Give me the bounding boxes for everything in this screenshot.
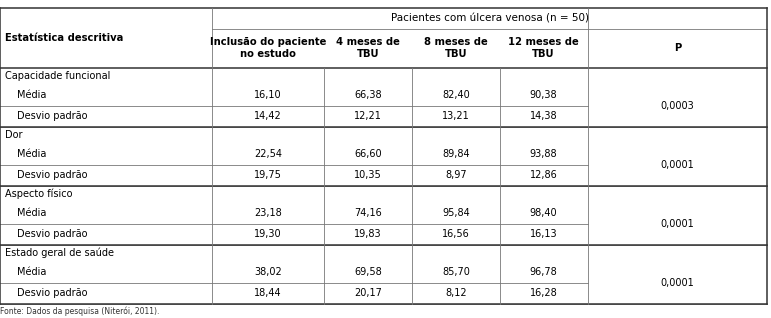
Text: 10,35: 10,35	[355, 170, 382, 180]
Text: 20,17: 20,17	[354, 288, 382, 298]
Text: 19,30: 19,30	[254, 229, 281, 239]
Text: Dor: Dor	[5, 130, 22, 140]
Text: Média: Média	[17, 149, 46, 159]
Text: 12,21: 12,21	[354, 111, 382, 121]
Text: 16,28: 16,28	[530, 288, 557, 298]
Text: 12,86: 12,86	[530, 170, 557, 180]
Text: 19,75: 19,75	[254, 170, 282, 180]
Text: P: P	[674, 43, 681, 53]
Text: 16,13: 16,13	[530, 229, 557, 239]
Text: Desvio padrão: Desvio padrão	[17, 229, 87, 239]
Text: 18,44: 18,44	[254, 288, 281, 298]
Text: 13,21: 13,21	[443, 111, 470, 121]
Text: 23,18: 23,18	[254, 208, 281, 218]
Text: 0,0001: 0,0001	[661, 219, 694, 229]
Text: 95,84: 95,84	[443, 208, 470, 218]
Text: Estado geral de saúde: Estado geral de saúde	[5, 248, 113, 259]
Text: Desvio padrão: Desvio padrão	[17, 288, 87, 298]
Text: 96,78: 96,78	[530, 267, 557, 277]
Text: Desvio padrão: Desvio padrão	[17, 111, 87, 121]
Text: 0,0003: 0,0003	[661, 101, 694, 111]
Text: Pacientes com úlcera venosa (n = 50): Pacientes com úlcera venosa (n = 50)	[391, 13, 588, 24]
Text: 66,60: 66,60	[355, 149, 382, 159]
Text: 98,40: 98,40	[530, 208, 557, 218]
Text: Média: Média	[17, 90, 46, 100]
Text: 69,58: 69,58	[355, 267, 382, 277]
Text: 66,38: 66,38	[355, 90, 382, 100]
Text: Inclusão do paciente
no estudo: Inclusão do paciente no estudo	[210, 38, 326, 59]
Text: 74,16: 74,16	[355, 208, 382, 218]
Text: Estatística descritiva: Estatística descritiva	[5, 33, 123, 43]
Text: 90,38: 90,38	[530, 90, 557, 100]
Text: 89,84: 89,84	[443, 149, 470, 159]
Text: 0,0001: 0,0001	[661, 278, 694, 288]
Text: Fonte: Dados da pesquisa (Niterói, 2011).: Fonte: Dados da pesquisa (Niterói, 2011)…	[0, 307, 160, 316]
Text: Desvio padrão: Desvio padrão	[17, 170, 87, 180]
Text: 0,0001: 0,0001	[661, 160, 694, 170]
Text: 16,10: 16,10	[254, 90, 281, 100]
Text: 19,83: 19,83	[355, 229, 382, 239]
Text: 14,38: 14,38	[530, 111, 557, 121]
Text: Aspecto físico: Aspecto físico	[5, 189, 72, 199]
Text: Média: Média	[17, 208, 46, 218]
Text: 14,42: 14,42	[254, 111, 281, 121]
Text: 12 meses de
TBU: 12 meses de TBU	[508, 38, 579, 59]
Text: 38,02: 38,02	[254, 267, 281, 277]
Text: 82,40: 82,40	[443, 90, 470, 100]
Text: 8 meses de
TBU: 8 meses de TBU	[424, 38, 488, 59]
Text: 22,54: 22,54	[254, 149, 282, 159]
Text: 93,88: 93,88	[530, 149, 557, 159]
Text: 4 meses de
TBU: 4 meses de TBU	[336, 38, 400, 59]
Text: Capacidade funcional: Capacidade funcional	[5, 71, 110, 81]
Text: 8,97: 8,97	[445, 170, 467, 180]
Text: 85,70: 85,70	[442, 267, 470, 277]
Text: 16,56: 16,56	[443, 229, 470, 239]
Text: 8,12: 8,12	[445, 288, 467, 298]
Text: Média: Média	[17, 267, 46, 277]
